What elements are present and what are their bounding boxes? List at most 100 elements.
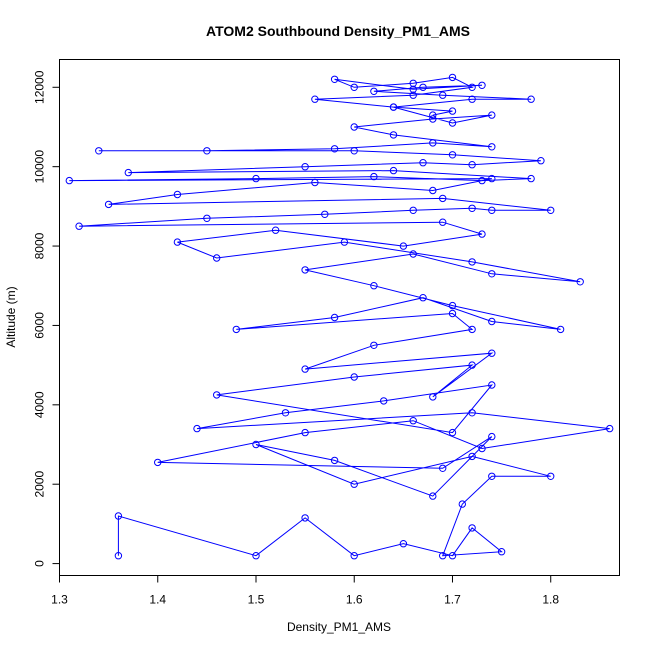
x-tick-label: 1.3 xyxy=(51,593,68,607)
data-point xyxy=(439,218,447,226)
data-point xyxy=(350,123,358,131)
data-point xyxy=(448,151,457,159)
x-tick-label: 1.6 xyxy=(346,593,363,607)
data-point xyxy=(252,174,260,183)
data-point xyxy=(330,313,339,322)
y-tick-label: 12000 xyxy=(33,70,47,104)
data-point xyxy=(429,139,437,147)
data-point xyxy=(419,83,427,92)
data-point xyxy=(419,294,427,302)
y-tick-label: 10000 xyxy=(33,150,47,184)
data-point xyxy=(330,456,339,465)
data-point xyxy=(399,540,408,548)
chart-title: ATOM2 Southbound Density_PM1_AMS xyxy=(206,23,470,39)
data-point xyxy=(370,87,378,96)
y-tick-label: 0 xyxy=(33,560,47,567)
data-point xyxy=(448,119,457,127)
data-point xyxy=(213,391,221,399)
data-point xyxy=(468,95,476,103)
data-point xyxy=(124,168,133,177)
data-point xyxy=(399,242,408,250)
data-point xyxy=(301,266,309,274)
data-point xyxy=(429,111,437,119)
data-point xyxy=(350,83,358,92)
data-point xyxy=(232,325,241,334)
data-point xyxy=(488,143,496,151)
data-point xyxy=(271,226,280,234)
data-point xyxy=(478,444,486,453)
data-point xyxy=(193,424,201,433)
x-tick-label: 1.8 xyxy=(542,593,559,607)
data-point xyxy=(468,452,476,461)
data-point xyxy=(252,552,260,560)
data-point xyxy=(497,548,506,556)
data-point xyxy=(380,397,388,405)
data-point xyxy=(370,172,378,181)
data-point xyxy=(350,552,358,560)
y-axis: 0 2000 4000 6000 8000 10000 12000 xyxy=(33,70,60,567)
data-point xyxy=(488,432,496,441)
data-point xyxy=(203,214,211,223)
data-point xyxy=(429,393,437,401)
data-point xyxy=(468,258,476,266)
data-point xyxy=(439,552,447,560)
y-tick-label: 8000 xyxy=(33,232,47,259)
data-point xyxy=(330,145,339,153)
data-point xyxy=(478,230,486,238)
data-point xyxy=(95,147,103,155)
data-point xyxy=(370,282,378,290)
y-axis-label: Altitude (m) xyxy=(4,286,18,347)
data-point xyxy=(301,365,309,373)
data-point xyxy=(556,325,565,334)
data-point xyxy=(468,361,476,369)
data-point xyxy=(311,178,319,187)
data-point xyxy=(488,174,496,183)
data-point xyxy=(468,161,476,169)
data-point xyxy=(488,381,496,389)
data-point xyxy=(419,159,427,167)
data-point xyxy=(154,458,162,467)
data-point xyxy=(104,200,113,209)
data-point xyxy=(409,206,417,215)
data-point xyxy=(252,440,260,449)
data-point xyxy=(606,424,614,433)
data-point xyxy=(448,107,457,115)
data-point xyxy=(114,552,123,560)
data-point xyxy=(65,176,74,185)
data-point xyxy=(478,176,486,185)
data-point xyxy=(409,417,417,425)
data-point xyxy=(448,428,457,437)
data-point xyxy=(478,81,486,90)
data-point xyxy=(488,270,496,278)
data-point xyxy=(301,514,309,522)
data-point xyxy=(281,409,290,417)
data-point xyxy=(576,278,584,286)
data-point xyxy=(547,206,555,215)
data-point xyxy=(301,163,309,171)
data-point xyxy=(389,131,398,139)
data-point xyxy=(370,341,378,349)
data-point xyxy=(173,190,182,199)
x-axis: 1.3 1.4 1.5 1.6 1.7 1.8 xyxy=(51,575,559,607)
data-point xyxy=(429,186,437,195)
y-tick-label: 6000 xyxy=(33,312,47,339)
data-point xyxy=(340,238,349,246)
data-point xyxy=(75,222,83,230)
data-point xyxy=(429,115,437,123)
data-point xyxy=(527,174,535,183)
data-point xyxy=(448,552,457,560)
x-axis-label: Density_PM1_AMS xyxy=(287,620,391,634)
data-point xyxy=(527,95,535,103)
data-point xyxy=(537,157,545,165)
data-point xyxy=(350,373,358,381)
data-point xyxy=(311,95,319,103)
data-point xyxy=(547,472,555,480)
data-point xyxy=(439,194,447,203)
data-point xyxy=(429,492,437,500)
data-point xyxy=(439,91,447,99)
data-point xyxy=(468,83,476,92)
x-tick-label: 1.7 xyxy=(444,593,461,607)
x-tick-label: 1.4 xyxy=(149,593,166,607)
